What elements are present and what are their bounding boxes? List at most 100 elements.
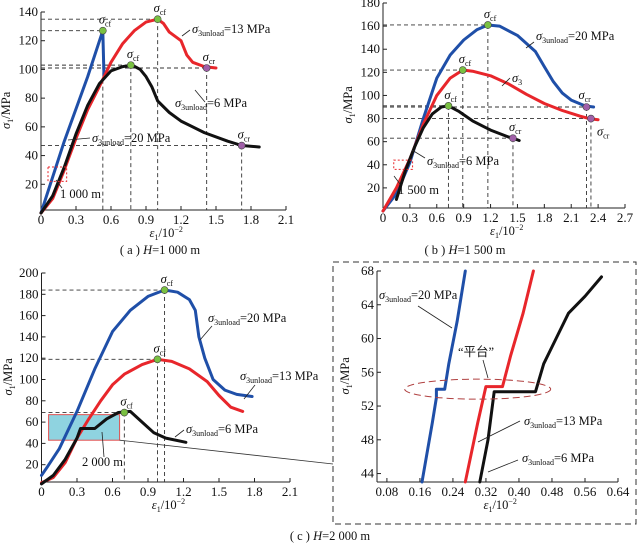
- subscript: 3unload: [530, 421, 556, 430]
- marker-label: σcf: [127, 47, 140, 63]
- leader-line: [181, 29, 191, 37]
- label-text: 1 000 m: [60, 187, 101, 201]
- label-text: =13 MPa: [224, 22, 271, 36]
- x-tick-label: 0.9: [138, 212, 154, 227]
- marker-label: σcr: [203, 50, 216, 66]
- marker-label: σcr: [578, 88, 591, 104]
- leader-line: [525, 41, 535, 49]
- symbol: σ: [444, 88, 451, 102]
- x-tick-label: 1.2: [175, 484, 191, 499]
- caption-prefix: ( b ): [424, 243, 448, 257]
- symbol: σ: [459, 52, 466, 66]
- y-tick-label: 140: [361, 41, 381, 56]
- series-annotation: σ3unload=6 MPa: [522, 451, 594, 467]
- label-text: “平台”: [458, 344, 494, 359]
- series-annotation: σ3unload=20 MPa: [379, 288, 458, 304]
- series-annotation: σ3unload=6 MPa: [427, 154, 499, 170]
- x-tick-label: 1.2: [173, 212, 189, 227]
- residual-strength-marker: [202, 64, 211, 72]
- x-tick-label: 0: [380, 210, 387, 225]
- series-annotation: 1 500 m: [398, 183, 439, 197]
- peak-strength-marker: [99, 26, 107, 35]
- x-tick-label: 0.16: [409, 484, 432, 499]
- x-axis-label: ε1/10−2: [152, 497, 185, 514]
- subscript: cf: [160, 348, 167, 357]
- peak-strength-marker: [444, 102, 453, 110]
- series-annotation: σ3unload=6 MPa: [175, 96, 247, 112]
- series-line-blue: [40, 288, 254, 477]
- marker-label: σcf: [120, 395, 133, 411]
- peak-strength-marker: [153, 355, 162, 364]
- y-tick-label: 40: [26, 435, 39, 450]
- symbol: σ: [192, 22, 199, 36]
- x-tick-label: 0.9: [456, 210, 472, 225]
- label-text: /MPa: [338, 357, 352, 385]
- y-tick-label: 48: [361, 432, 374, 447]
- symbol: σ: [238, 128, 245, 142]
- caption-variable: H: [447, 243, 458, 257]
- label-text: =13 MPa: [272, 369, 319, 383]
- leader-line: [477, 420, 521, 443]
- x-tick-label: 1.5: [211, 484, 227, 499]
- x-tick-label: 2.7: [617, 210, 634, 225]
- series-line-black: [39, 63, 261, 215]
- y-tick-label: 40: [367, 157, 380, 172]
- symbol: σ: [186, 422, 193, 436]
- leader-line: [199, 325, 213, 341]
- marker-label: σcf: [459, 52, 472, 68]
- label-text: =6 MPa: [207, 96, 247, 110]
- y-tick-label: 80: [367, 111, 380, 126]
- y-tick-label: 60: [26, 414, 39, 429]
- y-tick-label: 80: [26, 393, 39, 408]
- x-tick-label: 0.08: [376, 484, 399, 499]
- superscript: −2: [174, 225, 183, 234]
- subscript: 3unload: [192, 429, 218, 438]
- label-text: 2 000 m: [82, 455, 123, 469]
- marker-label: σcr: [597, 125, 610, 141]
- x-tick-label: 0.3: [68, 212, 84, 227]
- series-annotation: σ3unload=13 MPa: [240, 369, 319, 385]
- marker-label: σcr: [238, 128, 251, 144]
- leader-line: [55, 179, 63, 189]
- chart-b: 0 0.3 0.6 0.9 1.2 1.5 1.8 2.1 2.4 2.7 20 40 60 80 100 1…: [341, 0, 634, 257]
- subscript: 1: [154, 233, 158, 242]
- symbol: σ: [175, 96, 182, 110]
- leader-line: [67, 137, 91, 141]
- y-tick-label: 56: [361, 364, 375, 379]
- caption-prefix: ( c ): [290, 529, 313, 543]
- x-tick-label: 0.6: [429, 210, 446, 225]
- series-annotation: “平台”: [458, 344, 494, 359]
- subscript: 3unload: [198, 29, 224, 38]
- label-text: =6 MPa: [554, 451, 594, 465]
- label-text: =20 MPa: [411, 288, 458, 302]
- subscript: 3unload: [542, 36, 568, 45]
- label-text: =20 MPa: [124, 131, 171, 145]
- symbol: σ: [536, 29, 543, 43]
- y-tick-label: 160: [361, 18, 381, 33]
- x-tick-label: 2.1: [282, 484, 298, 499]
- x-tick-label: 0.64: [607, 484, 630, 499]
- subscript: 3: [518, 78, 522, 87]
- subscript: cf: [127, 402, 134, 411]
- symbol: σ: [127, 47, 134, 61]
- peak-strength-marker: [458, 66, 467, 74]
- label-text: =1 500 m: [457, 243, 505, 257]
- symbol: σ: [92, 131, 99, 145]
- series-annotation: 2 000 m: [82, 455, 123, 469]
- label-text: =20 MPa: [568, 29, 615, 43]
- chart-c: 0 0.3 0.6 0.9 1.2 1.5 1.8 2.1 20 40 60 80 100 120 140 1…: [1, 265, 370, 543]
- label-text: =13 MPa: [556, 414, 603, 428]
- residual-strength-marker: [237, 141, 246, 150]
- series-annotation: σ3unload=13 MPa: [524, 414, 603, 430]
- peak-strength-marker: [160, 286, 169, 294]
- x-tick-label: 0.32: [475, 484, 498, 499]
- y-tick-label: 120: [19, 350, 39, 365]
- subscript: 1: [488, 505, 492, 514]
- leader-line: [174, 429, 185, 438]
- residual-strength-marker: [509, 134, 517, 142]
- panel-caption: ( c ) H=2 000 m: [290, 529, 371, 543]
- label-text: =20 MPa: [240, 311, 287, 325]
- x-axis-label: ε1/10−2: [484, 497, 517, 514]
- subscript: cr: [585, 95, 592, 104]
